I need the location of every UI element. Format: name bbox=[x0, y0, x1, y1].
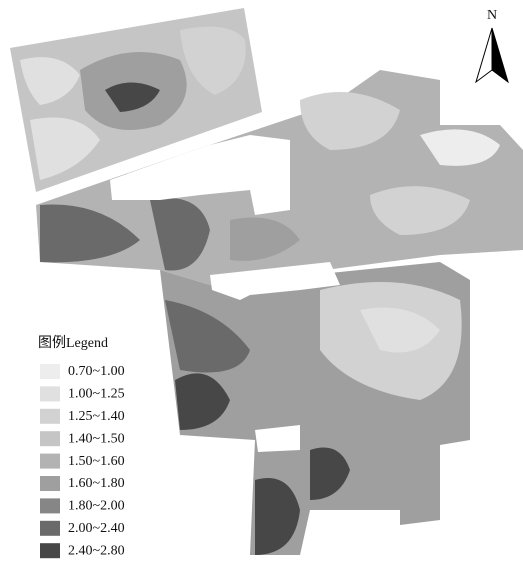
legend-label: 1.80~2.00 bbox=[68, 499, 125, 514]
map: N 图例Legend 0.70~1.00 1.00~1.25 1.25~1.40 1.… bbox=[0, 0, 523, 560]
north-label: N bbox=[487, 8, 497, 23]
legend-swatch bbox=[40, 543, 60, 558]
legend-swatch bbox=[40, 521, 60, 536]
page: {"map": {"north_label": "N", "legend": {… bbox=[0, 0, 523, 560]
legend-label: 1.60~1.80 bbox=[68, 476, 125, 491]
legend-swatch bbox=[40, 386, 60, 401]
legend-label: 1.50~1.60 bbox=[68, 454, 125, 469]
legend-label: 1.00~1.25 bbox=[68, 387, 125, 402]
legend: 图例Legend 0.70~1.00 1.00~1.25 1.25~1.40 1.40… bbox=[38, 335, 125, 558]
arrow-left bbox=[476, 28, 492, 82]
arrow-right bbox=[492, 28, 508, 82]
legend-label: 1.25~1.40 bbox=[68, 409, 125, 424]
legend-swatch bbox=[40, 364, 60, 379]
legend-label: 1.40~1.50 bbox=[68, 431, 125, 446]
map-regions bbox=[10, 8, 523, 555]
legend-label: 2.00~2.40 bbox=[68, 521, 125, 536]
legend-swatch bbox=[40, 454, 60, 469]
legend-swatch bbox=[40, 476, 60, 491]
legend-swatch bbox=[40, 431, 60, 446]
north-arrow: N bbox=[476, 8, 508, 82]
legend-title: 图例Legend bbox=[38, 335, 108, 351]
legend-label: 0.70~1.00 bbox=[68, 364, 125, 379]
legend-label: 2.40~2.80 bbox=[68, 543, 125, 558]
legend-swatch bbox=[40, 409, 60, 424]
legend-swatch bbox=[40, 498, 60, 513]
